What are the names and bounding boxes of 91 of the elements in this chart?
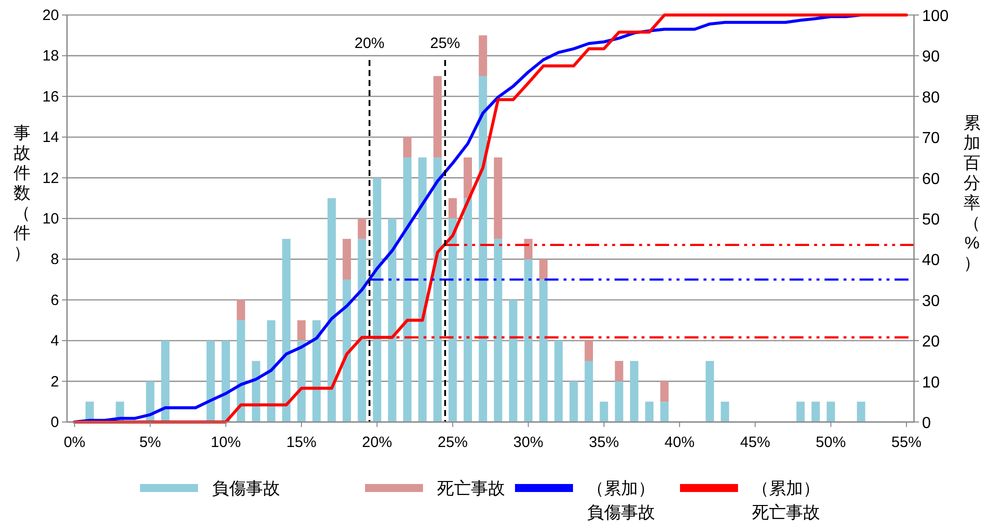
bar bbox=[645, 402, 654, 422]
bar bbox=[372, 178, 382, 422]
bar bbox=[706, 360, 714, 422]
bar bbox=[328, 198, 336, 422]
bar bbox=[403, 137, 412, 158]
y-axis-title: 事故件数（件） bbox=[14, 124, 30, 262]
x-tick-label: 0% bbox=[64, 434, 86, 451]
y2-tick-label: 70 bbox=[922, 130, 940, 148]
y-tick-label: 12 bbox=[42, 170, 59, 187]
bar bbox=[448, 218, 457, 422]
y-tick-label: 4 bbox=[50, 332, 59, 350]
bar bbox=[539, 280, 548, 422]
y2-tick-label: 40 bbox=[922, 252, 940, 270]
bar bbox=[570, 381, 578, 422]
bar bbox=[614, 381, 624, 422]
legend-label: （累加）死亡事故 bbox=[752, 479, 820, 522]
y-tick-label: 6 bbox=[50, 292, 59, 309]
bar bbox=[464, 157, 472, 198]
bar bbox=[358, 238, 366, 422]
bar bbox=[494, 157, 502, 239]
y-tick-label: 8 bbox=[50, 251, 59, 268]
bar bbox=[297, 320, 306, 341]
x-tick-label: 5% bbox=[139, 434, 162, 451]
bar bbox=[796, 402, 805, 422]
y2-tick-label: 60 bbox=[922, 170, 940, 188]
bar bbox=[161, 340, 170, 422]
bar bbox=[448, 198, 457, 218]
bar bbox=[267, 320, 276, 422]
y2-tick-label: 10 bbox=[922, 374, 940, 392]
x-tick-label: 40% bbox=[664, 434, 695, 451]
bar bbox=[826, 402, 835, 422]
bar bbox=[554, 340, 563, 422]
y2-axis-title: 累加百分率（%） bbox=[964, 114, 980, 272]
bar bbox=[660, 381, 669, 402]
bar bbox=[720, 402, 730, 422]
bar bbox=[614, 360, 624, 382]
ref-line-label: 20% bbox=[354, 35, 385, 52]
bar bbox=[418, 157, 427, 422]
bar bbox=[464, 198, 472, 422]
y2-tick-label: 80 bbox=[922, 89, 940, 106]
y2-tick-label: 0 bbox=[922, 415, 931, 432]
bar bbox=[478, 76, 488, 422]
legend-label: （累加）負傷事故 bbox=[587, 479, 655, 522]
bar bbox=[494, 238, 502, 422]
bar bbox=[222, 340, 230, 422]
bar bbox=[342, 238, 351, 280]
bar bbox=[600, 402, 608, 422]
legend-label: 負傷事故 bbox=[212, 479, 280, 498]
bar bbox=[584, 360, 593, 422]
bar bbox=[812, 402, 820, 422]
bar bbox=[358, 218, 366, 239]
bar bbox=[584, 340, 593, 361]
bar bbox=[403, 157, 412, 422]
x-tick-label: 55% bbox=[891, 434, 922, 451]
bar bbox=[539, 259, 548, 280]
y-tick-label: 0 bbox=[50, 414, 59, 431]
x-tick-label: 10% bbox=[210, 434, 241, 451]
x-tick-label: 50% bbox=[816, 434, 846, 451]
y2-tick-label: 20 bbox=[922, 334, 940, 351]
y2-tick-label: 90 bbox=[922, 48, 940, 66]
bar bbox=[524, 259, 532, 422]
y2-tick-label: 50 bbox=[922, 212, 940, 228]
bar bbox=[660, 402, 669, 422]
bar bbox=[856, 402, 866, 422]
x-tick-label: 30% bbox=[513, 434, 544, 451]
y-tick-label: 2 bbox=[50, 373, 59, 390]
y-tick-label: 16 bbox=[42, 88, 59, 106]
x-tick-label: 25% bbox=[438, 434, 468, 451]
x-tick-label: 15% bbox=[286, 434, 316, 451]
x-tick-label: 35% bbox=[588, 434, 619, 451]
bar bbox=[433, 157, 442, 422]
y-tick-label: 18 bbox=[42, 48, 59, 65]
x-tick-label: 20% bbox=[362, 434, 392, 451]
y2-tick-label: 100 bbox=[922, 8, 949, 25]
legend-label: 死亡事故 bbox=[437, 479, 505, 498]
y-tick-label: 10 bbox=[42, 210, 59, 228]
bar bbox=[478, 35, 488, 76]
y-tick-label: 14 bbox=[42, 129, 59, 146]
bar bbox=[282, 238, 290, 422]
bar bbox=[206, 340, 215, 422]
bar bbox=[388, 218, 396, 422]
bar bbox=[433, 76, 442, 158]
ref-line-label: 25% bbox=[430, 35, 460, 52]
bar bbox=[342, 280, 351, 422]
bar bbox=[524, 238, 532, 260]
bar bbox=[236, 300, 246, 320]
x-tick-label: 45% bbox=[740, 434, 770, 451]
bar bbox=[630, 360, 638, 422]
y-tick-label: 20 bbox=[42, 7, 59, 24]
y2-tick-label: 30 bbox=[922, 292, 940, 310]
bar bbox=[509, 300, 518, 422]
